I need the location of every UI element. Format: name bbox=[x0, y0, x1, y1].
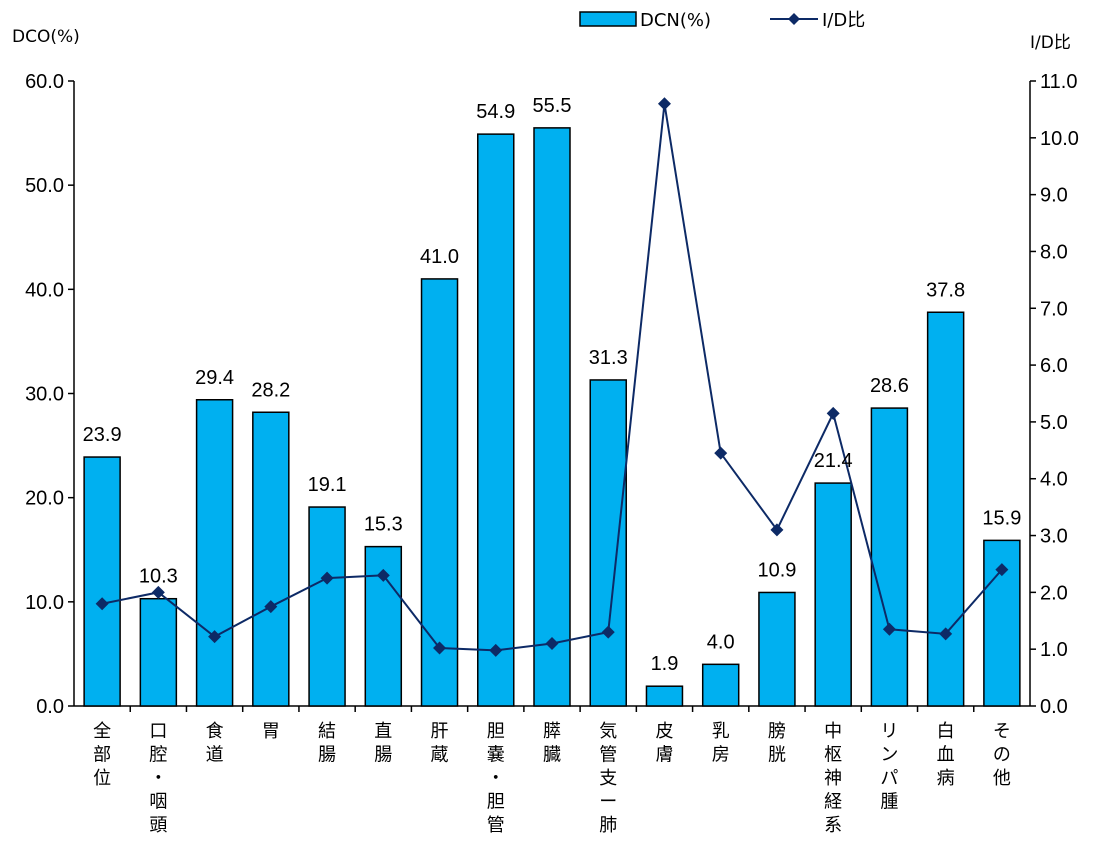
category-label: リンパ腫 bbox=[880, 721, 898, 813]
bar bbox=[139, 597, 178, 707]
y-right-tick-label: 9.0 bbox=[1040, 185, 1068, 207]
legend-line-label: I/D比 bbox=[822, 10, 865, 31]
y-right-tick-label: 4.0 bbox=[1040, 469, 1068, 491]
bar bbox=[195, 399, 234, 707]
bar bbox=[701, 663, 740, 707]
category-label: 膵臓 bbox=[543, 721, 561, 766]
category-label: その他 bbox=[993, 721, 1011, 789]
y-left-tick-label: 0.0 bbox=[36, 696, 64, 718]
bar bbox=[477, 133, 515, 707]
category-label: 口腔・咽頭 bbox=[149, 721, 167, 836]
id-ratio-point bbox=[376, 568, 390, 582]
y-right-tick-label: 2.0 bbox=[1040, 582, 1068, 604]
id-ratio-point bbox=[657, 97, 671, 111]
bar-data-label: 15.3 bbox=[364, 514, 403, 536]
y-axis-right-title: I/D比 bbox=[1030, 33, 1071, 53]
y-right-tick-label: 1.0 bbox=[1040, 639, 1068, 661]
category-label: 膀胱 bbox=[768, 721, 786, 766]
data-labels: 23.9 10.3 29.4 28.2 19.1 15.3 41.0 54.9 55.5 31.3… bbox=[83, 95, 1022, 675]
bar-data-label: 28.2 bbox=[251, 379, 290, 401]
bar-data-label: 4.0 bbox=[707, 631, 735, 653]
bar bbox=[926, 311, 965, 707]
bar-data-label: 54.9 bbox=[476, 101, 515, 123]
id-ratio-point bbox=[545, 637, 559, 650]
id-ratio-point bbox=[939, 627, 953, 641]
category-label: 全部位 bbox=[93, 721, 111, 789]
category-label: 胆嚢・胆管 bbox=[487, 721, 505, 836]
bar-data-label: 23.9 bbox=[83, 424, 122, 446]
y-axis-left-title: DCO(%) bbox=[12, 27, 80, 47]
category-label: 気管支ー肺 bbox=[599, 721, 617, 836]
id-ratio-point bbox=[264, 600, 278, 614]
bar-data-label: 10.9 bbox=[757, 559, 796, 581]
y-left-tick-label: 50.0 bbox=[25, 175, 64, 197]
bar bbox=[420, 278, 459, 707]
y-left-tick-label: 10.0 bbox=[25, 592, 64, 614]
bar bbox=[870, 407, 909, 707]
id-ratio-point bbox=[995, 563, 1009, 577]
bar bbox=[252, 411, 290, 707]
id-ratio-point bbox=[433, 641, 447, 655]
id-ratio-point bbox=[714, 446, 728, 460]
bar bbox=[533, 127, 571, 707]
line-series bbox=[95, 97, 1009, 657]
y-left-tick-label: 20.0 bbox=[25, 488, 64, 510]
bar-data-label: 28.6 bbox=[870, 375, 909, 397]
bar bbox=[589, 379, 627, 707]
id-ratio-point bbox=[601, 625, 615, 639]
bar-data-label: 29.4 bbox=[195, 367, 234, 389]
y-right-tick-label: 8.0 bbox=[1040, 241, 1068, 263]
id-ratio-point bbox=[826, 406, 840, 420]
category-label: 胃 bbox=[262, 721, 280, 742]
legend-line-marker bbox=[788, 13, 800, 25]
bar-data-label: 55.5 bbox=[533, 95, 572, 117]
legend: DCN(%) I/D比 bbox=[579, 10, 865, 31]
category-label: 結腸 bbox=[318, 721, 336, 766]
y-left-tick-label: 40.0 bbox=[25, 279, 64, 301]
y-left-tick-label: 60.0 bbox=[25, 71, 64, 93]
category-label: 食道 bbox=[206, 721, 224, 766]
bar-data-label: 19.1 bbox=[308, 474, 347, 496]
id-ratio-point bbox=[151, 585, 165, 599]
bar-data-label: 21.4 bbox=[814, 450, 853, 472]
category-label: 白血病 bbox=[937, 721, 955, 789]
id-ratio-point bbox=[95, 597, 109, 611]
category-label: 直腸 bbox=[374, 721, 392, 766]
bar-data-label: 37.8 bbox=[926, 279, 965, 301]
category-label: 中枢神経系 bbox=[824, 721, 842, 836]
category-label: 皮膚 bbox=[655, 721, 673, 766]
bar-data-label: 10.3 bbox=[139, 566, 178, 588]
bar bbox=[645, 685, 684, 707]
y-right-tick-label: 5.0 bbox=[1040, 412, 1068, 434]
bar-data-label: 1.9 bbox=[651, 653, 679, 675]
bar-data-label: 41.0 bbox=[420, 246, 459, 268]
bar bbox=[308, 506, 346, 707]
bar-series bbox=[83, 127, 1021, 707]
legend-bar-label: DCN(%) bbox=[640, 10, 711, 31]
bar bbox=[758, 591, 796, 707]
y-left-tick-label: 30.0 bbox=[25, 384, 64, 406]
id-ratio-point bbox=[882, 622, 896, 636]
category-label: 肝蔵 bbox=[431, 721, 449, 766]
bar bbox=[83, 456, 121, 707]
y-right-tick-label: 3.0 bbox=[1040, 526, 1068, 548]
id-ratio-point bbox=[489, 643, 503, 657]
bar bbox=[814, 482, 852, 707]
category-label: 乳房 bbox=[712, 721, 730, 766]
y-right-tick-label: 6.0 bbox=[1040, 355, 1068, 377]
y-right-tick-label: 11.0 bbox=[1040, 71, 1077, 93]
bar-data-label: 15.9 bbox=[982, 507, 1021, 529]
bar-data-label: 31.3 bbox=[589, 347, 628, 369]
y-right-tick-label: 10.0 bbox=[1040, 128, 1079, 150]
id-ratio-point bbox=[320, 571, 334, 585]
y-right-tick-label: 7.0 bbox=[1040, 298, 1068, 320]
axes: 0.0 10.0 20.0 30.0 40.0 50.0 60.0 0.0 1.0 2.0 3.0 4… bbox=[25, 71, 1079, 718]
id-ratio-point bbox=[770, 523, 784, 537]
id-ratio-point bbox=[208, 630, 222, 644]
legend-bar-swatch bbox=[579, 11, 637, 27]
y-right-tick-label: 0.0 bbox=[1040, 696, 1068, 718]
